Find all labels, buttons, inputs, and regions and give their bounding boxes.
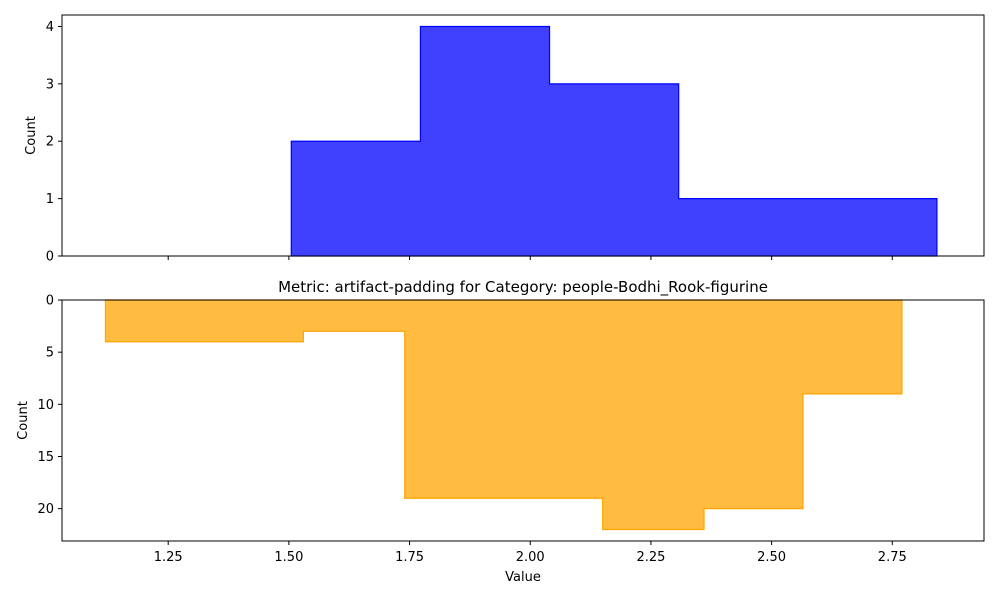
chart-title: Metric: artifact-padding for Category: p… xyxy=(278,278,768,297)
y-tick-label: 1 xyxy=(46,192,54,207)
histogram-bin xyxy=(291,141,420,256)
histogram-bin xyxy=(704,300,803,509)
histogram-bin xyxy=(420,26,549,256)
y-tick-label: 10 xyxy=(37,398,54,413)
axes-frame xyxy=(61,299,985,542)
histogram-fill xyxy=(290,25,938,257)
histogram-fill xyxy=(104,299,903,531)
x-tick-label: 1.75 xyxy=(395,550,424,565)
x-tick-label: 2.75 xyxy=(878,550,907,565)
y-tick-label: 0 xyxy=(46,294,54,309)
histogram-bin xyxy=(679,199,808,256)
y-tick-label: 0 xyxy=(46,250,54,265)
y-tick-label: 5 xyxy=(46,346,54,361)
y-tick-label: 3 xyxy=(46,77,54,92)
y-tick-label: 15 xyxy=(37,450,54,465)
histogram-bin xyxy=(803,300,902,394)
x-tick-label: 2.25 xyxy=(636,550,665,565)
x-tick-label: 1.50 xyxy=(274,550,303,565)
y-axis-label: Count xyxy=(24,116,39,155)
bottom-histogram-panel: 0 5 10 15 20 1.25 1.50 1.75 2.00 2.25 2.50 2.75 Coun… xyxy=(16,278,985,585)
y-tick-label: 4 xyxy=(46,20,54,35)
y-tick-label: 2 xyxy=(46,135,54,150)
histogram-bin xyxy=(550,84,679,256)
x-tick-label: 2.00 xyxy=(516,550,545,565)
top-histogram-panel: 0 1 2 3 4 Count xyxy=(24,14,985,265)
x-tick-label: 2.50 xyxy=(757,550,786,565)
x-axis-label: Value xyxy=(505,570,541,585)
histogram-bin xyxy=(105,300,303,342)
histogram-bin xyxy=(303,300,404,331)
y-axis-label: Count xyxy=(16,401,31,440)
histogram-bin xyxy=(405,300,603,498)
axes-frame xyxy=(61,14,985,257)
y-tick-label: 20 xyxy=(37,502,54,517)
x-tick-label: 1.25 xyxy=(154,550,183,565)
histogram-bin xyxy=(808,199,937,256)
histogram-bin xyxy=(603,300,704,530)
